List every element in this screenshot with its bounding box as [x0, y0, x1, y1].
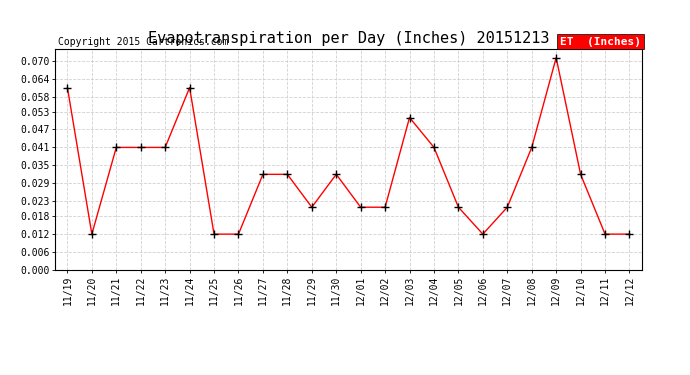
Text: Copyright 2015 Cartronics.com: Copyright 2015 Cartronics.com — [58, 36, 228, 46]
Text: ET  (Inches): ET (Inches) — [560, 36, 641, 46]
Title: Evapotranspiration per Day (Inches) 20151213: Evapotranspiration per Day (Inches) 2015… — [148, 31, 549, 46]
